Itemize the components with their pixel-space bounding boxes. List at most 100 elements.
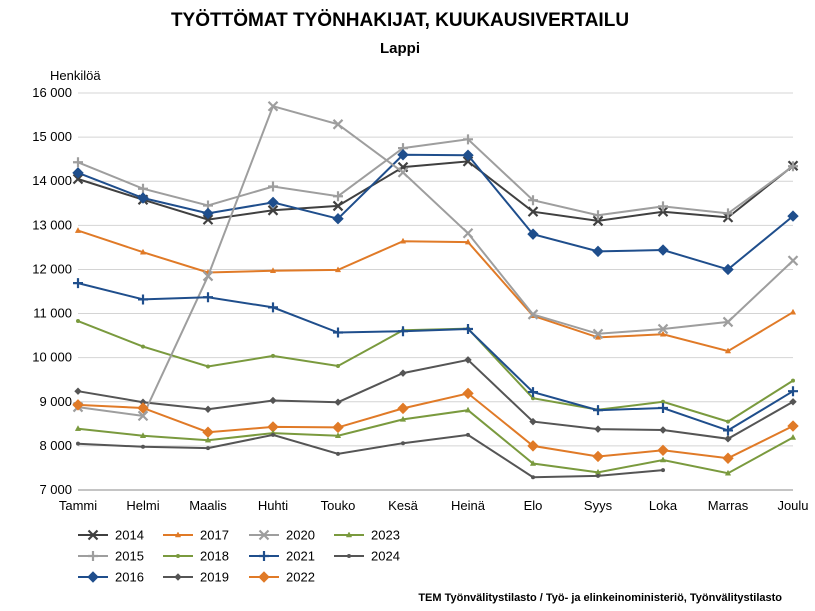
point-2014-maalis [202,214,214,225]
legend-label: 2014 [115,528,144,543]
point-2020-touko [332,119,344,130]
x-tick-label: Touko [321,498,356,513]
series-line-2023 [77,409,794,475]
x-tick-label: Elo [524,498,543,513]
x-tick-label: Kesä [388,498,418,513]
legend-item-2021: 2021 [249,549,315,564]
legend-marker-2024 [347,554,351,558]
y-axis-ticks: 7 000 8 000 9 000 10 000 11 000 12 000 13 000 1… [32,85,72,497]
x-tick-label: Heinä [451,498,486,513]
point-2016-helmi [137,192,149,204]
point-2016-maalis [202,207,214,220]
point-2022-helmi [137,402,149,414]
y-axis-label: Henkilöä [50,68,101,83]
point-2024-huhti [271,432,275,437]
point-2017-marras [724,347,732,354]
point-2018-elo [531,396,535,401]
point-2016-kes [397,149,409,161]
legend-item-2014: 2014 [78,528,144,543]
point-2022-syys [592,450,604,463]
series-2014 [72,156,799,227]
point-2014-elo [527,206,539,217]
point-2018-joulu [791,378,795,383]
point-2014-touko [332,200,344,212]
point-2019-loka [659,426,667,434]
point-2023-tammi [74,425,82,431]
point-2020-helmi [137,410,149,422]
point-2022-loka [657,444,669,457]
legend-item-2024: 2024 [334,549,400,564]
point-2019-touko [334,398,342,406]
point-2023-maalis [204,436,212,443]
point-2023-elo [529,460,537,466]
point-2021-elo [528,387,538,398]
point-2021-syys [593,405,603,416]
y-tick-label: 8 000 [39,438,72,453]
point-2015-joulu [788,161,798,172]
point-2017-huhti [269,267,277,274]
x-tick-label: Huhti [258,498,288,513]
point-2021-touko [333,327,343,338]
point-2021-tammi [73,278,83,289]
point-2019-huhti [269,396,277,405]
point-2022-tammi [72,399,84,411]
legend-item-2015: 2015 [78,549,144,564]
point-2018-huhti [271,353,275,358]
point-2023-joulu [789,433,797,440]
point-2022-kes [397,402,409,415]
point-2020-kes [397,167,409,178]
series-2024 [76,432,665,480]
point-2015-marras [723,208,733,219]
source-note: TEM Työnvälitystilasto / Työ- ja elinkei… [418,592,782,604]
legend-label: 2016 [115,570,144,585]
point-2021-marras [723,425,733,436]
x-axis-ticks: Tammi Helmi Maalis Huhti Touko Kesä Heinä Elo Sy… [59,498,809,513]
x-tick-label: Joulu [777,498,808,513]
x-tick-label: Syys [584,498,613,513]
legend-marker-2021 [259,551,269,561]
series-2016 [72,149,799,276]
legend-label: 2021 [286,549,315,564]
y-tick-label: 13 000 [32,217,72,232]
series-2021 [73,278,798,436]
point-2021-huhti [268,302,278,313]
x-tick-label: Helmi [126,498,159,513]
point-2021-joulu [788,386,798,397]
point-2017-kes [399,237,407,244]
point-2017-syys [594,333,602,340]
point-2024-syys [596,473,600,478]
x-tick-label: Maalis [189,498,227,513]
series-line-2016 [77,153,794,271]
point-2016-marras [722,263,734,276]
point-2016-tammi [72,167,84,179]
chart-subtitle: Lappi [380,40,420,57]
point-2024-tammi [76,441,80,446]
point-2020-elo [527,309,539,320]
point-2018-loka [661,399,665,404]
series-line-2015 [77,138,794,217]
legend-label: 2019 [200,570,229,585]
y-tick-label: 9 000 [39,394,72,409]
point-2020-joulu [787,255,799,266]
legend-item-2017: 2017 [163,528,229,543]
legend: 2014 2015 2016 2017 2018 2019 2020 2021 2022 2023… [78,528,400,585]
series-line-2022 [77,392,794,460]
y-tick-label: 16 000 [32,85,72,100]
point-2017-loka [659,330,667,337]
series-2020 [72,100,799,422]
legend-label: 2018 [200,549,229,564]
legend-label: 2024 [371,549,400,564]
series-2017 [74,227,797,354]
point-2014-loka [657,206,669,217]
y-tick-label: 7 000 [39,482,72,497]
point-2015-syys [593,210,603,221]
point-2019-tammi [74,387,82,395]
point-2015-elo [528,195,538,206]
series-line-2021 [77,282,794,432]
point-2021-hein [463,323,473,334]
series-2018 [76,319,795,424]
point-2016-syys [592,245,604,258]
point-2022-maalis [202,426,214,438]
point-2016-hein [462,149,474,161]
point-2017-joulu [789,308,797,315]
